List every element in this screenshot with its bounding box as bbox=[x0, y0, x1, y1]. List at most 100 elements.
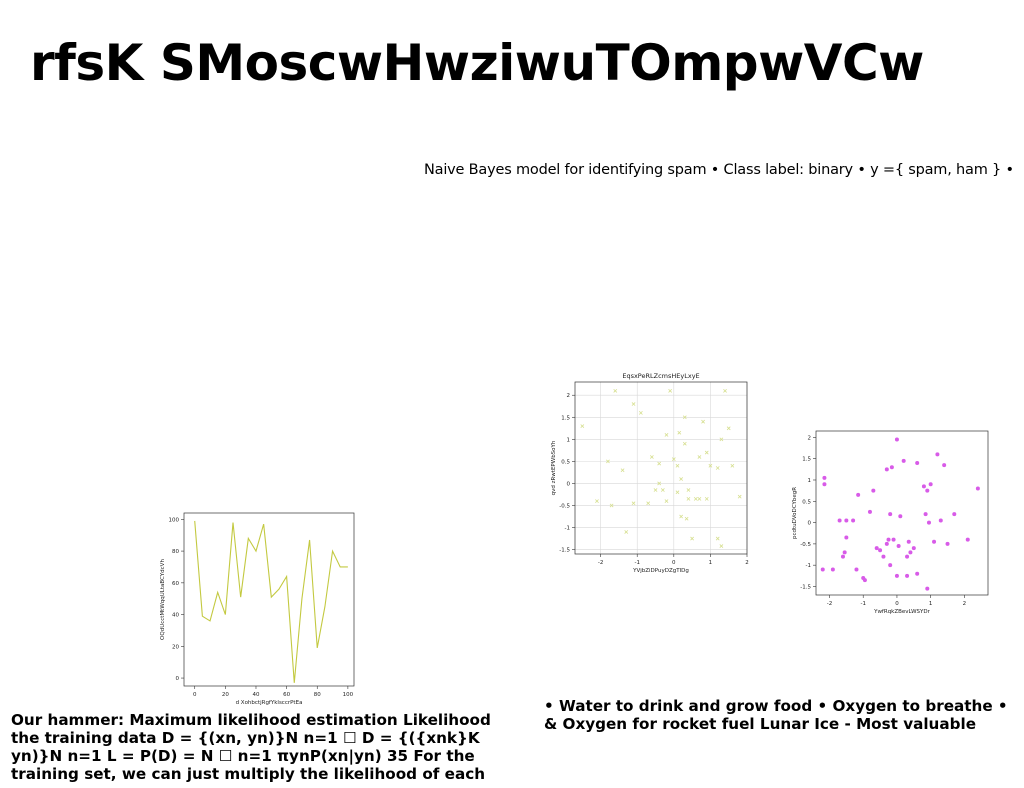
scatter-chart-x-markers: -2 -1 0 1 2 -1.5 -1 -0.5 0 0.5 1 1.5 2 YVjbZiDPuyDZgT… bbox=[551, 372, 749, 574]
data-point-stroke bbox=[664, 499, 669, 503]
data-point bbox=[675, 490, 680, 495]
data-point bbox=[638, 410, 643, 415]
data-point bbox=[719, 437, 724, 442]
data-point bbox=[822, 475, 827, 480]
data-point bbox=[884, 541, 889, 546]
data-point bbox=[975, 486, 980, 491]
y-axis-label: qvd zRwtEPWbSoYh bbox=[551, 440, 557, 495]
data-point bbox=[686, 496, 691, 501]
data-point bbox=[723, 388, 727, 393]
y-tick-label: 0 bbox=[808, 521, 812, 527]
y-tick-label: -1 bbox=[806, 563, 811, 569]
data-point-stroke bbox=[697, 496, 702, 501]
y-tick-label: 1 bbox=[808, 478, 812, 484]
data-point-stroke bbox=[708, 463, 713, 468]
data-point-stroke bbox=[690, 536, 694, 541]
data-point bbox=[935, 452, 940, 457]
data-point bbox=[682, 441, 687, 446]
data-point bbox=[675, 463, 680, 468]
data-point bbox=[844, 518, 849, 523]
data-point bbox=[679, 514, 684, 519]
y-tick-label: -1.5 bbox=[559, 548, 570, 554]
y-tick-label: -0.5 bbox=[800, 542, 811, 548]
data-point bbox=[888, 563, 893, 568]
data-point bbox=[862, 578, 867, 583]
data-point bbox=[923, 512, 928, 517]
data-point bbox=[891, 537, 896, 542]
data-point-stroke bbox=[715, 466, 720, 470]
data-point-stroke bbox=[730, 463, 735, 468]
y-tick-label: -1 bbox=[565, 526, 570, 532]
y-tick-label: 1.5 bbox=[802, 457, 811, 463]
data-point-stroke bbox=[737, 494, 742, 499]
data-point-stroke bbox=[686, 496, 691, 501]
data-point-stroke bbox=[660, 488, 665, 492]
x-tick-label: 60 bbox=[283, 692, 290, 698]
data-point bbox=[595, 499, 599, 503]
x-tick-label: 40 bbox=[252, 692, 259, 698]
data-point bbox=[701, 419, 705, 424]
data-point bbox=[938, 518, 943, 523]
data-point bbox=[925, 488, 930, 493]
x-tick-label: -1 bbox=[634, 560, 639, 566]
data-point bbox=[671, 457, 676, 462]
data-point bbox=[928, 482, 933, 487]
data-point-stroke bbox=[715, 536, 720, 541]
data-point bbox=[854, 567, 859, 572]
y-tick-label: 2 bbox=[567, 393, 571, 399]
data-point bbox=[606, 459, 610, 464]
y-tick-label: 80 bbox=[172, 549, 179, 555]
slide-title: rfsK SMoscwHwziwuTOmpwVCw bbox=[30, 34, 924, 92]
data-point bbox=[822, 482, 827, 487]
data-point bbox=[932, 539, 937, 544]
data-point bbox=[888, 512, 893, 517]
data-point-stroke bbox=[675, 463, 680, 468]
data-point bbox=[894, 437, 899, 442]
data-point bbox=[908, 550, 913, 555]
data-point-stroke bbox=[719, 544, 724, 548]
data-point bbox=[704, 496, 709, 501]
data-point bbox=[657, 461, 662, 466]
data-point-stroke bbox=[631, 402, 636, 406]
y-tick-label: 20 bbox=[172, 644, 179, 650]
y-tick-label: 0 bbox=[567, 481, 571, 487]
data-point bbox=[844, 535, 849, 540]
data-point bbox=[631, 402, 636, 406]
data-point-stroke bbox=[631, 501, 636, 506]
data-point bbox=[730, 463, 735, 468]
y-tick-label: 60 bbox=[172, 581, 179, 587]
data-point bbox=[878, 548, 883, 553]
y-tick-label: -0.5 bbox=[559, 503, 570, 509]
data-point-stroke bbox=[595, 499, 599, 503]
data-point bbox=[704, 450, 709, 455]
data-point-stroke bbox=[704, 450, 709, 455]
series-line bbox=[194, 520, 348, 683]
data-point-stroke bbox=[620, 468, 625, 473]
data-point bbox=[580, 424, 585, 428]
chart-title: EqsxPeRLZcmsHEyLxyE bbox=[622, 372, 699, 380]
data-point bbox=[653, 488, 658, 492]
data-point bbox=[896, 544, 901, 549]
x-tick-label: 100 bbox=[343, 692, 354, 698]
data-point bbox=[856, 492, 861, 497]
y-tick-label: 2 bbox=[808, 435, 812, 441]
data-point bbox=[719, 544, 724, 548]
y-axis-label: pcdtuDVoDCYbegR bbox=[792, 487, 798, 539]
data-point bbox=[649, 455, 654, 459]
data-point bbox=[871, 488, 876, 493]
data-point-stroke bbox=[646, 501, 651, 506]
data-point bbox=[942, 463, 947, 468]
data-point bbox=[677, 430, 682, 435]
data-point-stroke bbox=[649, 455, 654, 459]
data-point-stroke bbox=[606, 459, 610, 464]
data-point-stroke bbox=[613, 388, 618, 393]
data-point bbox=[684, 516, 689, 521]
data-point bbox=[609, 503, 614, 508]
data-point bbox=[881, 554, 886, 559]
data-point-stroke bbox=[675, 490, 680, 495]
x-tick-label: 20 bbox=[222, 692, 229, 698]
data-point bbox=[693, 496, 698, 501]
data-point-stroke bbox=[719, 437, 724, 442]
x-tick-label: -2 bbox=[827, 601, 832, 607]
data-point-stroke bbox=[682, 441, 687, 446]
